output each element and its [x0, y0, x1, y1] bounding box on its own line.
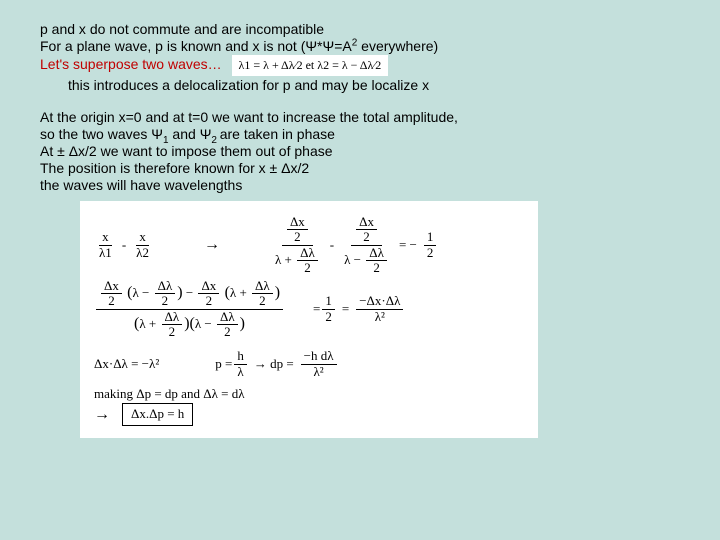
num: Δx2 — [351, 215, 382, 246]
n: Δx — [356, 215, 377, 230]
dp-eq: → dp = — [254, 357, 294, 371]
line-3: Let's superpose two waves… λ1 = λ + Δλ⁄2… — [40, 55, 680, 76]
d: 2 — [105, 294, 118, 308]
d: 2 — [203, 294, 216, 308]
num: x — [136, 230, 149, 245]
frac-x-l1: x λ1 — [96, 230, 115, 260]
n: Δλ — [366, 246, 387, 261]
n: Δλ — [162, 310, 183, 325]
math-row-4: making Δp = dp and Δλ = dλ — [94, 387, 524, 401]
line-7: At ± Δx/2 we want to impose them out of … — [40, 143, 680, 159]
eq-dxdl: Δx·Δλ = −λ² — [94, 357, 159, 371]
line-1: p and x do not commute and are incompati… — [40, 21, 680, 37]
l2-d: everywhere) — [357, 38, 438, 54]
frac-half2: 1 2 — [322, 294, 335, 324]
d: 2 — [166, 325, 179, 339]
frac-x-l2: x λ2 — [133, 230, 152, 260]
making-text: making Δp = dp and Δλ = dλ — [94, 387, 245, 401]
n: Δλ — [217, 310, 238, 325]
l2-psi: Ψ*Ψ=A — [305, 38, 351, 54]
d: 2 — [291, 230, 304, 244]
l6-d: and — [169, 126, 200, 142]
den: 2 — [322, 310, 335, 324]
l6-psi1: Ψ — [151, 126, 163, 142]
d: 2 — [159, 294, 172, 308]
l6-g: are taken in phase — [220, 126, 335, 142]
line-5: At the origin x=0 and at t=0 we want to … — [40, 109, 680, 125]
eq-half: = — [313, 302, 320, 316]
n: Δx — [287, 215, 308, 230]
num: Δx2 (λ − Δλ2) − Δx2 (λ + Δλ2) — [96, 279, 283, 310]
den: 2 — [424, 246, 437, 260]
d: 2 — [360, 230, 373, 244]
d: 2 — [221, 325, 234, 339]
math-derivation: x λ1 - x λ2 → Δx2 λ + Δλ2 - Δx2 λ − Δλ2 — [80, 201, 538, 438]
d: 2 — [370, 261, 383, 275]
minus: - — [122, 238, 126, 252]
num: h — [234, 349, 247, 364]
line-4: this introduces a delocalization for p a… — [40, 77, 680, 93]
n: Δx — [198, 279, 219, 294]
inline-lambda-eq: λ1 = λ + Δλ⁄2 et λ2 = λ − Δλ⁄2 — [232, 55, 389, 76]
frac-result: −Δx·Δλ λ² — [356, 294, 403, 324]
num: x — [99, 230, 112, 245]
boxed-result: Δx.Δp = h — [122, 403, 193, 425]
l3-red: Let's superpose two waves… — [40, 56, 222, 72]
num: Δx2 — [282, 215, 313, 246]
line-9: the waves will have wavelengths — [40, 177, 680, 193]
den: λ − Δλ2 — [341, 246, 392, 276]
math-row-2: Δx2 (λ − Δλ2) − Δx2 (λ + Δλ2) (λ + Δλ2)(… — [94, 279, 524, 339]
den: λ2 — [133, 246, 152, 260]
l6-psi2: Ψ — [200, 126, 212, 142]
den: λ — [234, 365, 246, 379]
n: Δλ — [297, 246, 318, 261]
n: Δλ — [252, 279, 273, 294]
num: −h dλ — [301, 349, 337, 364]
arrow: → — [204, 236, 220, 254]
n: Δx — [101, 279, 122, 294]
frac-dx-b: Δx2 λ − Δλ2 — [341, 215, 392, 275]
frac-big: Δx2 (λ − Δλ2) − Δx2 (λ + Δλ2) (λ + Δλ2)(… — [96, 279, 283, 339]
den: (λ + Δλ2)(λ − Δλ2) — [131, 310, 248, 340]
den: λ² — [372, 310, 388, 324]
p-eq: p = — [215, 357, 232, 371]
line-8: The position is therefore known for x ± … — [40, 160, 680, 176]
den: λ² — [311, 365, 327, 379]
minus: - — [330, 238, 334, 252]
num: −Δx·Δλ — [356, 294, 403, 309]
num: 1 — [424, 230, 437, 245]
den: λ + Δλ2 — [272, 246, 323, 276]
frac-dx-a: Δx2 λ + Δλ2 — [272, 215, 323, 275]
line-6: so the two waves Ψ1 and Ψ2 are taken in … — [40, 126, 680, 142]
den: λ1 — [96, 246, 115, 260]
eq: = — [342, 302, 349, 316]
num: 1 — [322, 294, 335, 309]
math-row-5: → Δx.Δp = h — [94, 403, 524, 425]
frac-dp: −h dλ λ² — [301, 349, 337, 379]
l2-a: For a plane wave, p is known and x is no… — [40, 38, 305, 54]
frac-h-l: h λ — [234, 349, 247, 379]
frac-half: 1 2 — [424, 230, 437, 260]
d: 2 — [301, 261, 314, 275]
arrow: → — [94, 406, 110, 424]
d: 2 — [256, 294, 269, 308]
math-row-1: x λ1 - x λ2 → Δx2 λ + Δλ2 - Δx2 λ − Δλ2 — [94, 215, 524, 275]
n: Δλ — [155, 279, 176, 294]
math-row-3: Δx·Δλ = −λ² p = h λ → dp = −h dλ λ² — [94, 349, 524, 379]
l6-a: so the two waves — [40, 126, 151, 142]
line-2: For a plane wave, p is known and x is no… — [40, 38, 680, 54]
eq: = − — [399, 238, 417, 252]
